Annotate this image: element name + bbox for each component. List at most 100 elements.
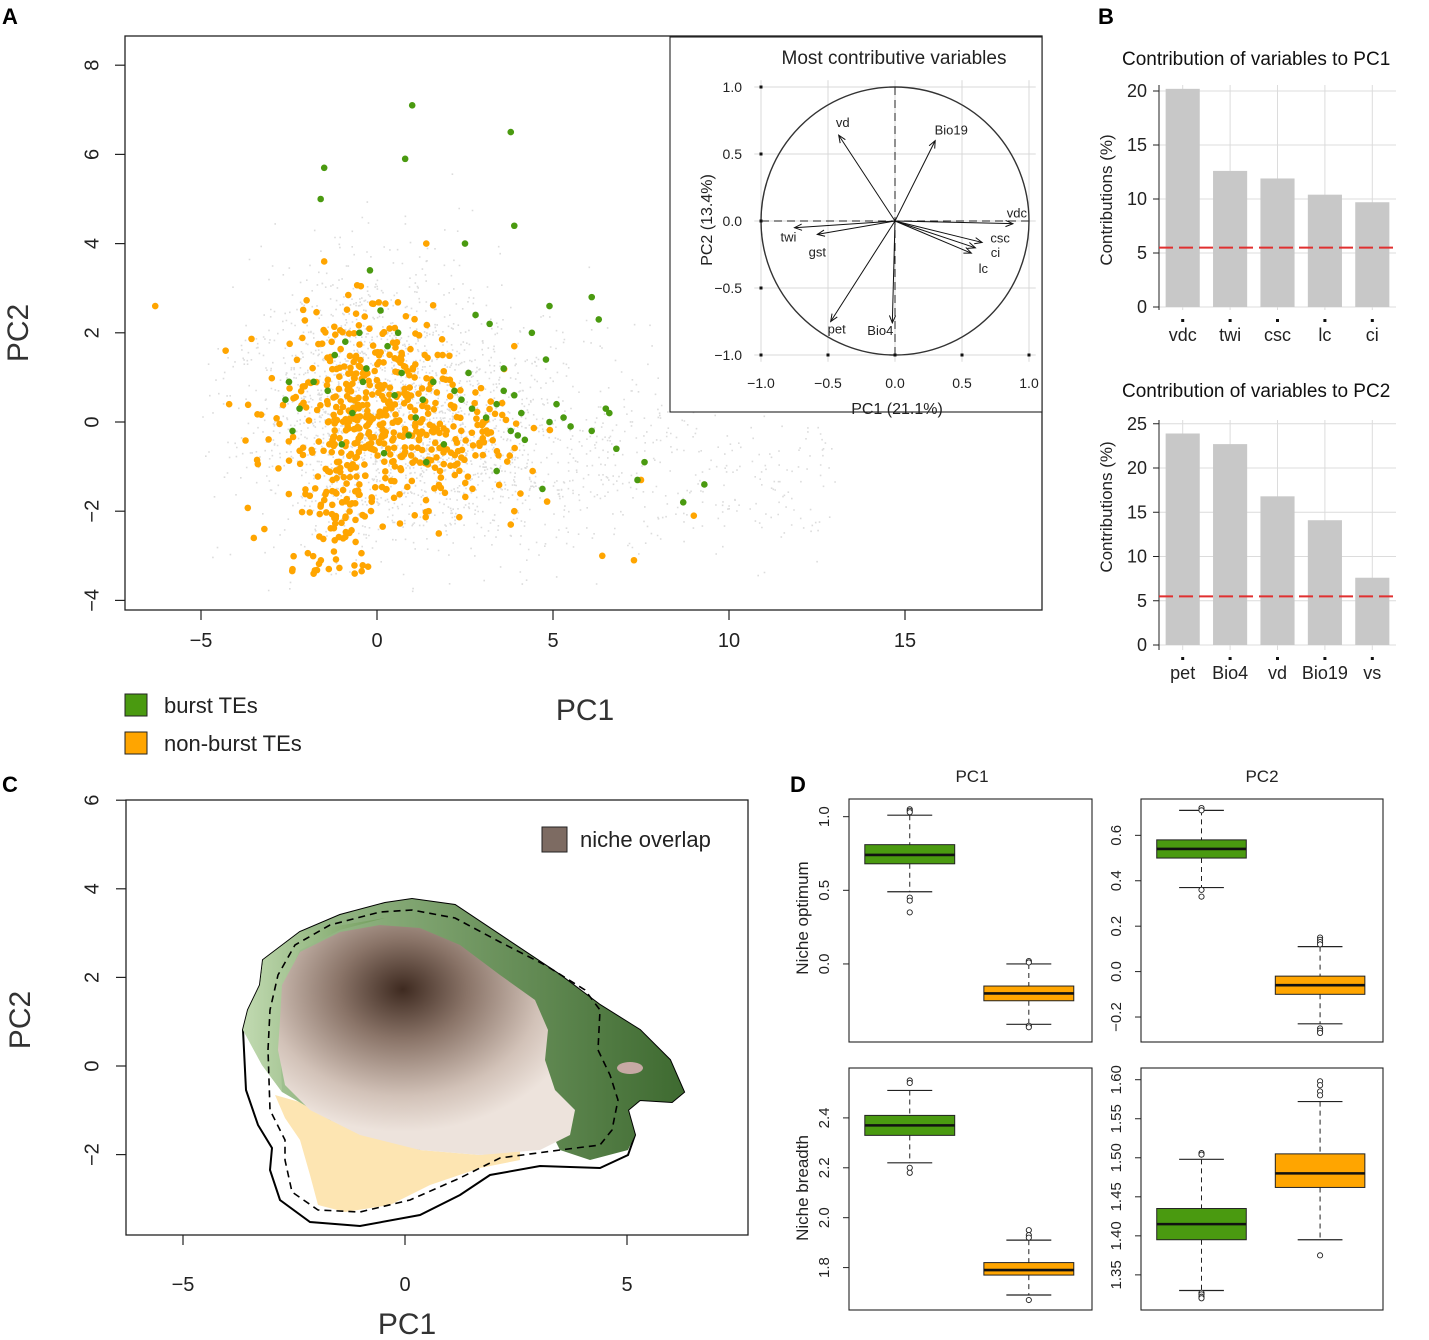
nonburst-point (357, 356, 364, 364)
nonburst-point (424, 404, 431, 411)
nonburst-point (386, 384, 394, 391)
burst-point (546, 418, 553, 426)
nonburst-point (434, 351, 441, 359)
bar-x-tick (1228, 657, 1232, 660)
nonburst-point (324, 376, 332, 384)
nonburst-point (242, 437, 249, 444)
nonburst-point (371, 367, 378, 375)
overlap-island (617, 1062, 643, 1074)
nonburst-point (381, 432, 389, 439)
bar-chart-pc1: 0 5 10 15 20 vdc twi csc lc ci (1127, 81, 1396, 345)
nonburst-point (517, 490, 524, 497)
nonburst-point (543, 498, 551, 505)
nonburst-point (446, 393, 454, 400)
bar-x-label: vs (1363, 663, 1381, 683)
box-y-tick-label: 1.50 (1108, 1143, 1125, 1172)
x-axis-title-a: PC1 (556, 694, 614, 727)
nonburst-point (473, 415, 480, 422)
nonburst-point (332, 515, 339, 522)
bar-x-label: vdc (1169, 325, 1197, 345)
nonburst-point (362, 472, 369, 480)
nonburst-point (362, 389, 370, 396)
burst-point (486, 320, 493, 328)
box-col-title-pc2: PC2 (1245, 767, 1278, 786)
nonburst-point (315, 340, 322, 348)
nonburst-point (330, 394, 337, 401)
burst-point (641, 458, 648, 466)
nonburst-point (337, 345, 344, 353)
nonburst-point (379, 330, 386, 338)
nonburst-point (313, 406, 321, 414)
nonburst-point (331, 427, 339, 434)
loading-arrow (894, 220, 1013, 225)
box-outlier (1198, 1151, 1205, 1158)
arrow-label: vdc (1007, 206, 1028, 221)
inset-x-tick-label: −1.0 (747, 375, 775, 391)
loading-arrow (891, 220, 896, 323)
nonburst-point (374, 452, 381, 459)
nonburst-point (423, 321, 431, 329)
nonburst-point (401, 363, 409, 371)
box-outlier (906, 897, 913, 904)
burst-point (500, 387, 508, 395)
nonburst-point (361, 461, 368, 468)
nonburst-point (357, 282, 365, 290)
arrow-head (967, 242, 977, 249)
nonburst-point (336, 564, 343, 572)
nonburst-point (484, 430, 492, 437)
nonburst-point (342, 514, 349, 522)
nonburst-point (464, 473, 472, 480)
nonburst-point (330, 548, 338, 555)
nonburst-point (449, 381, 456, 389)
nonburst-point (402, 312, 410, 320)
nonburst-point (314, 473, 322, 480)
burst-point (296, 405, 303, 412)
burst-point (588, 293, 596, 301)
x-axis-title-c: PC1 (378, 1308, 436, 1340)
nonburst-point (323, 381, 331, 389)
burst-point (359, 378, 367, 386)
nonburst-point (335, 385, 343, 393)
nonburst-point (322, 491, 329, 498)
nonburst-point (374, 361, 381, 368)
arrow-label: gst (809, 244, 827, 259)
nonburst-point (456, 467, 463, 475)
nonburst-point (300, 399, 307, 407)
bar-x-label: vd (1268, 663, 1287, 683)
nonburst-point (373, 376, 381, 384)
box-y-tick-label: −0.2 (1108, 1002, 1125, 1032)
nonburst-point (356, 481, 363, 488)
inset-y-tick-label: 0.0 (723, 213, 743, 229)
burst-point (412, 414, 420, 421)
nonburst-point (384, 445, 392, 452)
nonburst-point (433, 454, 440, 461)
loading-arrow (794, 220, 896, 229)
inset-x-tick (960, 353, 964, 357)
nonburst-point (286, 340, 293, 348)
nonburst-point (352, 352, 360, 360)
nonburst-point (343, 392, 351, 400)
x-tick-label-a: −5 (190, 630, 213, 652)
nonburst-point (431, 485, 438, 492)
nonburst-point (371, 484, 379, 491)
nonburst-point (356, 425, 363, 432)
nonburst-point (343, 306, 351, 314)
nonburst-point (339, 403, 347, 411)
nonburst-point (382, 474, 389, 482)
nonburst-point (428, 427, 436, 435)
nonburst-point (431, 439, 439, 447)
burst-point (514, 432, 522, 439)
y-axis-title-c: PC2 (4, 991, 37, 1049)
nonburst-point (296, 460, 304, 468)
nonburst-point (380, 396, 388, 403)
niche-overlap-area (278, 925, 575, 1155)
nonburst-point (345, 291, 352, 299)
nonburst-point (347, 369, 355, 377)
legend-label-burst: burst TEs (164, 693, 258, 718)
nonburst-point (436, 420, 444, 428)
burst-point (500, 365, 508, 372)
inset-x-tick-label: −0.5 (814, 375, 842, 391)
bar-y-tick-label: 20 (1127, 458, 1147, 478)
inset-y-tick-label: 0.5 (723, 146, 743, 162)
nonburst-niche-area (275, 1095, 520, 1212)
